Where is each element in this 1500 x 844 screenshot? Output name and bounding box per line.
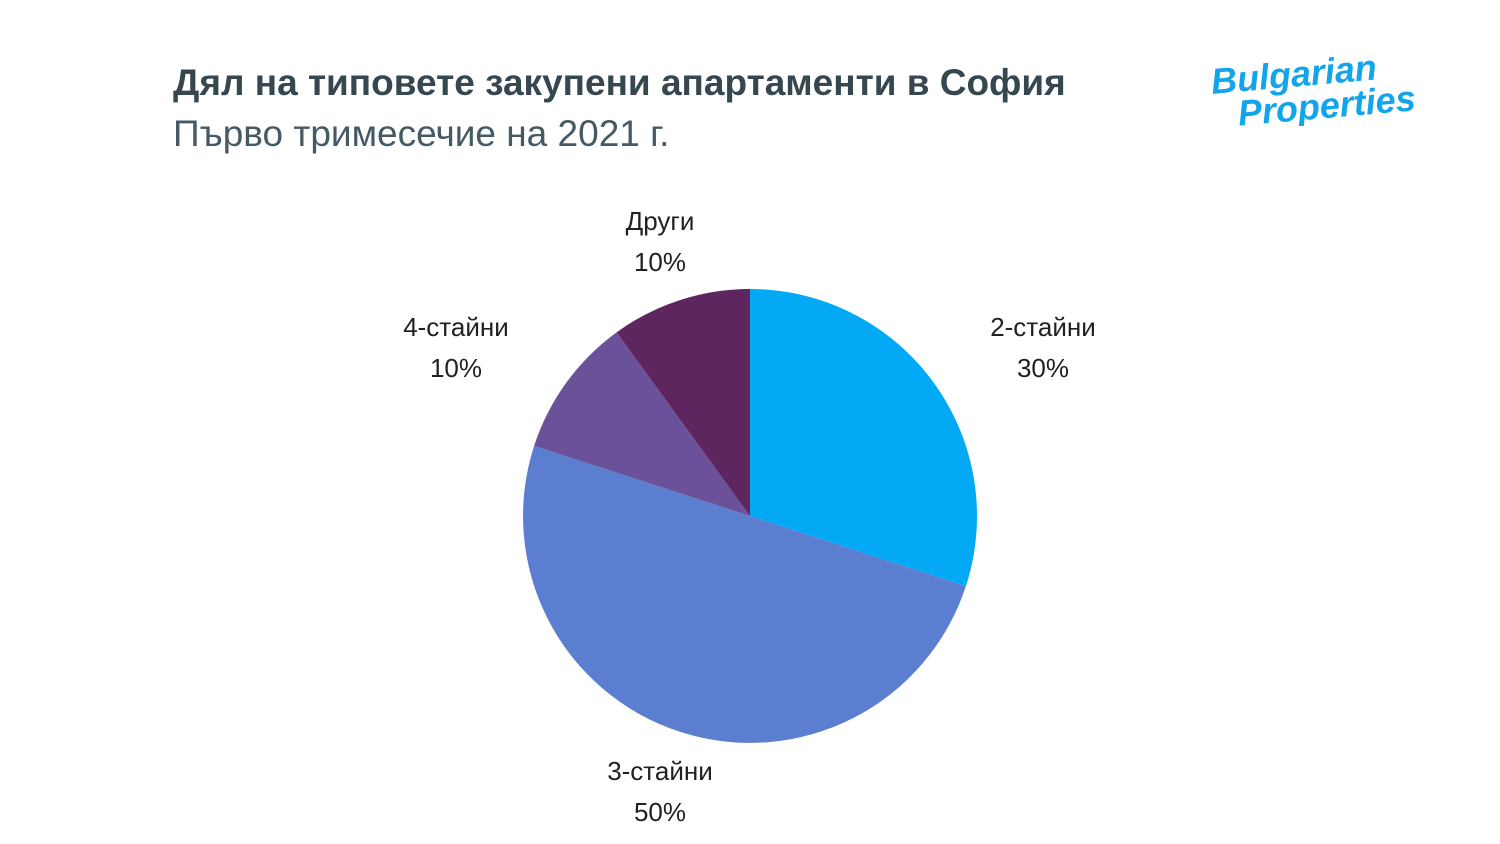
pie-slice — [534, 332, 750, 516]
pie-slice — [523, 445, 966, 743]
pie-slice — [616, 289, 750, 516]
slice-value-label: 30% — [1017, 353, 1069, 383]
chart-subtitle: Първо тримесечие на 2021 г. — [173, 113, 670, 154]
bulgarian-properties-logo: Bulgarian Properties — [1209, 48, 1417, 126]
slice-label: 3-стайни — [607, 756, 713, 786]
chart-title: Дял на типовете закупени апартаменти в С… — [173, 62, 1066, 103]
slice-value-label: 50% — [634, 797, 686, 827]
slice-value-label: 10% — [430, 353, 482, 383]
slice-label: Други — [626, 206, 695, 236]
slice-label: 4-стайни — [403, 312, 509, 342]
pie-slice — [750, 289, 977, 587]
slice-label: 2-стайни — [990, 312, 1096, 342]
slice-value-label: 10% — [634, 247, 686, 277]
